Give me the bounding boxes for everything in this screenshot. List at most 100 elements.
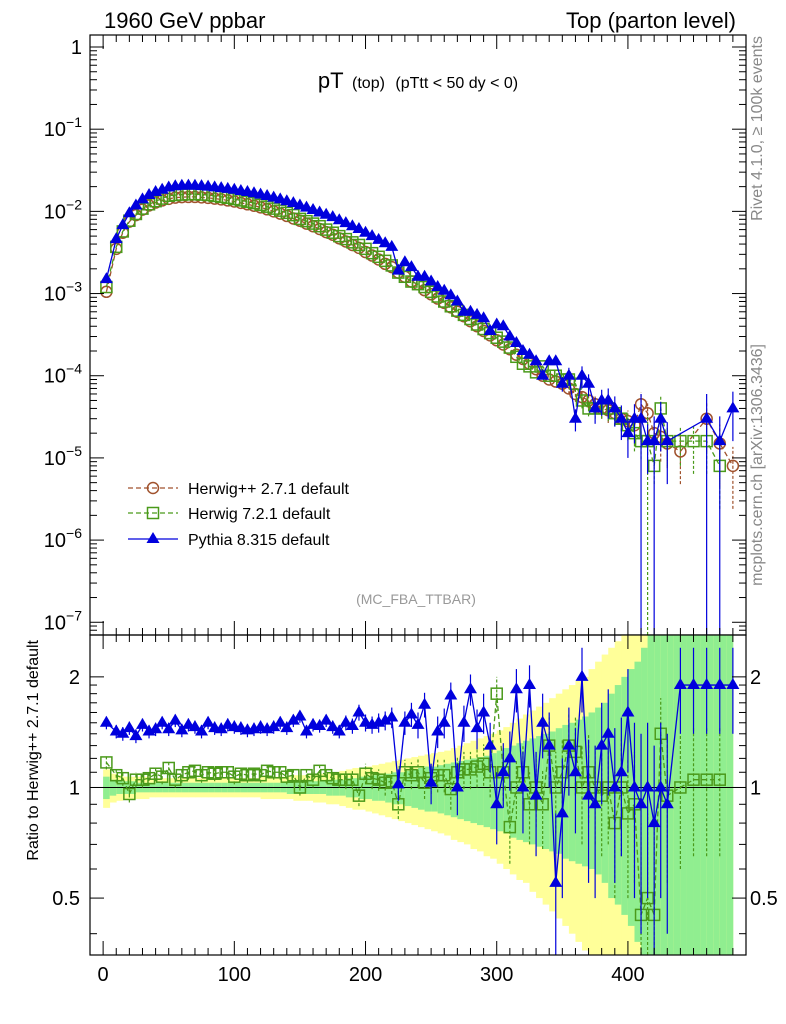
ratio-series-0-point <box>411 766 425 779</box>
main-series-1-point <box>674 434 687 448</box>
ratio-series-1-point <box>608 780 622 792</box>
main-series-1-point <box>273 204 287 217</box>
ratio-series-1-point <box>195 724 209 736</box>
ratio-stat-band <box>654 635 662 955</box>
ratio-series-0-point <box>221 766 235 779</box>
main-series-2-point <box>608 401 622 413</box>
legend: Herwig++ 2.7.1 default Herwig 7.2.1 defa… <box>128 481 350 549</box>
main-series-2-point <box>509 336 523 348</box>
ratio-series-1-point <box>162 722 176 734</box>
ratio-series-1-point <box>398 715 412 727</box>
ratio-series-1-point <box>444 688 458 700</box>
main-series-2-point <box>391 263 405 275</box>
main-series-1-point <box>300 214 313 228</box>
main-series-2-point <box>660 434 674 446</box>
x-tick-label: 0 <box>98 964 109 986</box>
legend-entry-pythia: Pythia 8.315 default <box>128 532 330 549</box>
ratio-stat-band <box>549 731 557 852</box>
plot-title-main: pT <box>318 68 344 93</box>
legend-marker-pythia <box>146 532 160 543</box>
ratio-series-0-point <box>346 773 359 786</box>
ratio-series-1-point <box>726 678 740 690</box>
main-series-2-point <box>529 354 543 366</box>
main-series-2-point <box>404 260 418 272</box>
main-series-2-point <box>332 213 346 225</box>
ratio-series-1-point <box>634 797 648 809</box>
ratio-y-tick-label: 0.5 <box>52 888 80 910</box>
ratio-series-1-point <box>562 738 576 750</box>
main-y-tick-label: 10−5 <box>44 443 82 470</box>
ratio-y-tick-label: 1 <box>69 777 80 799</box>
ratio-series-1-point <box>713 678 727 690</box>
header-right: Top (parton level) <box>566 8 736 33</box>
main-series-2-point <box>398 255 412 267</box>
main-series-2-point <box>365 229 379 241</box>
main-series-1-point <box>319 223 333 236</box>
ratio-series-0-point <box>109 768 123 782</box>
main-series-1-point <box>293 212 307 226</box>
ratio-series-0-point <box>195 768 208 782</box>
ratio-series-1-point <box>431 724 445 736</box>
analysis-label: (MC_FBA_TTBAR) <box>356 591 476 607</box>
ratio-series-1-point <box>601 726 615 738</box>
ratio-series-0-point <box>523 798 536 811</box>
main-series-2-point <box>116 218 130 230</box>
ratio-stat-band <box>700 635 708 955</box>
main-series-1-point <box>306 217 320 230</box>
main-series-1-point <box>241 195 254 208</box>
main-series-2-point <box>713 434 727 446</box>
ratio-series-1-point <box>214 722 228 734</box>
ratio-series-1-point <box>483 738 497 750</box>
main-series-1-point <box>470 318 484 331</box>
ratio-series-0-point <box>339 773 353 786</box>
ratio-series-1-point <box>404 707 418 719</box>
ratio-stat-band <box>568 722 576 862</box>
ratio-stat-band <box>713 635 721 955</box>
ratio-stat-band <box>562 724 570 859</box>
ratio-series-1-point <box>411 717 425 729</box>
ratio-series-1-point <box>339 715 353 727</box>
plot-title-sub: (top) <box>352 75 385 92</box>
ratio-series-0-point <box>162 761 175 775</box>
ratio-series-1-point <box>273 715 287 727</box>
main-series-1-point <box>247 196 261 210</box>
main-series-1-point <box>503 341 517 354</box>
ratio-series-1-point <box>621 705 635 717</box>
ratio-series-0-point <box>477 757 490 771</box>
ratio-series-0-point <box>687 773 700 786</box>
ratio-stat-band <box>483 755 491 828</box>
ratio-series-0-point <box>333 773 346 786</box>
ratio-series-0-point <box>293 781 307 794</box>
ratio-series-1-point <box>536 715 550 727</box>
ratio-series-0-point <box>326 771 339 785</box>
ratio-series-1-point <box>641 780 655 792</box>
legend-entry-herwigpp: Herwig++ 2.7.1 default <box>128 481 350 498</box>
ratio-stat-band <box>490 753 498 830</box>
ratio-series-1-point <box>568 765 582 777</box>
ratio-series-1-point <box>555 806 569 818</box>
ratio-series-0-point <box>306 773 320 786</box>
main-series-2-point <box>129 198 143 210</box>
main-series-2-point <box>345 219 359 231</box>
legend-label-pythia: Pythia 8.315 default <box>188 532 330 549</box>
main-series-1-point <box>378 254 392 268</box>
ratio-series-0-point <box>254 768 267 782</box>
ratio-series-1-point <box>352 705 366 717</box>
ratio-series-1-point <box>450 780 464 792</box>
ratio-series-0-point <box>372 773 385 786</box>
ratio-series-0-point <box>313 764 326 778</box>
main-series-2-point <box>385 239 399 251</box>
main-series-2-point <box>588 401 602 413</box>
ratio-y-tick-label-right: 2 <box>750 667 761 689</box>
main-series-2-point <box>418 269 432 281</box>
main-series-2-point <box>122 206 136 218</box>
main-series-1-point <box>333 229 346 243</box>
main-series-2-point <box>450 294 464 306</box>
ratio-series-0-point <box>149 767 162 780</box>
ratio-stat-band <box>667 635 675 955</box>
ratio-series-0-point <box>287 768 300 782</box>
ratio-stat-band <box>680 635 688 955</box>
ratio-series-1-point <box>582 788 596 800</box>
ratio-series-1-point <box>332 724 346 736</box>
